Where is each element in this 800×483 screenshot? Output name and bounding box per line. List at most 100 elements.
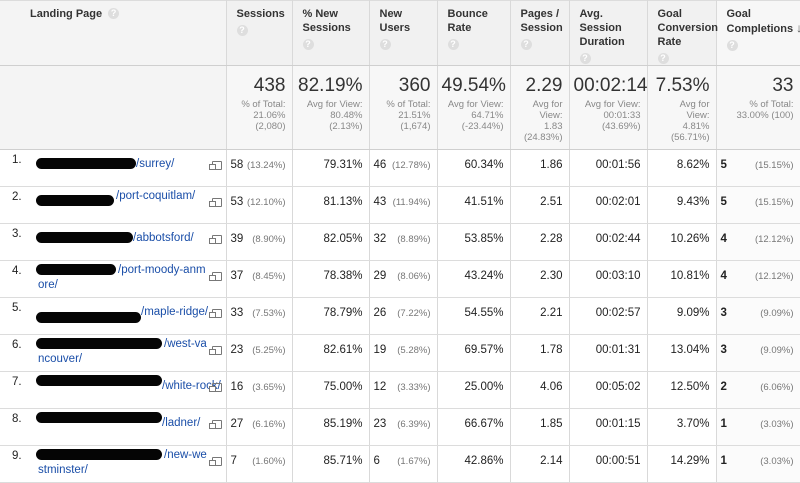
bounce-rate-cell: 54.55%	[437, 297, 511, 335]
goal-conversion-rate-cell: 9.09%	[647, 297, 717, 335]
new-sessions-cell: 79.31%	[292, 149, 370, 187]
goal-completions-cell: 1 (3.03%)	[716, 408, 800, 446]
avg-session-duration-cell: 00:01:15	[569, 408, 648, 446]
bounce-rate-cell: 69.57%	[437, 334, 511, 372]
col-header-new-sessions[interactable]: % New Sessions?	[292, 0, 370, 66]
landing-page-link[interactable]: /west-vancouver/	[38, 338, 207, 365]
landing-page-cell: 3. /abbotsford/	[0, 223, 227, 261]
landing-page-cell: 5. /maple-ridge/	[0, 297, 227, 335]
totals-landing-cell	[0, 65, 227, 150]
help-icon[interactable]: ?	[236, 25, 248, 36]
row-number: 6.	[12, 339, 22, 351]
new-sessions-cell: 82.05%	[292, 223, 370, 261]
sessions-label: Sessions	[236, 8, 285, 20]
total-goal-conversion-rate: 7.53% Avg for View: 4.81% (56.71%)	[647, 65, 717, 150]
landing-page-cell: 2. /port-coquitlam/	[0, 186, 227, 224]
pages-session-cell: 4.06	[510, 371, 570, 409]
landing-page-link[interactable]: /port-moody-anmore/	[38, 264, 206, 291]
table-row: 8. /ladner/ 27 (6.16%) 85.19% 23 (6.39%)…	[0, 408, 800, 446]
open-page-icon[interactable]	[208, 198, 222, 207]
goal-completions-cell: 3 (9.09%)	[716, 334, 800, 372]
table-row: 1. /surrey/ 58 (13.24%) 79.31% 46 (12.78…	[0, 149, 800, 187]
avg-session-duration-cell: 00:02:01	[569, 186, 648, 224]
landing-page-label: Landing Page	[30, 8, 103, 20]
bounce-rate-cell: 25.00%	[437, 371, 511, 409]
col-header-avg-session-duration[interactable]: Avg. Session Duration?	[569, 0, 648, 66]
avg-session-duration-cell: 00:01:31	[569, 334, 648, 372]
pages-session-cell: 1.78	[510, 334, 570, 372]
goal-completions-cell: 5 (15.15%)	[716, 186, 800, 224]
table-row: 6. /west-vancouver/ 23 (5.25%) 82.61% 19…	[0, 334, 800, 372]
new-users-cell: 23 (6.39%)	[369, 408, 438, 446]
landing-page-link[interactable]: /maple-ridge/	[141, 306, 209, 318]
col-header-new-users[interactable]: New Users?	[369, 0, 438, 66]
landing-page-cell: 6. /west-vancouver/	[0, 334, 227, 372]
goal-completions-cell: 4 (12.12%)	[716, 223, 800, 261]
help-icon[interactable]: ?	[520, 39, 532, 50]
row-number: 3.	[12, 228, 22, 240]
goal-conversion-rate-label: Goal Conversion Rate	[657, 8, 719, 48]
open-page-icon[interactable]	[208, 235, 222, 244]
goal-conversion-rate-cell: 10.81%	[647, 260, 717, 298]
row-number: 8.	[12, 413, 22, 425]
col-header-landing-page[interactable]: Landing Page?	[0, 0, 227, 66]
col-header-sessions[interactable]: Sessions?	[226, 0, 293, 66]
col-header-goal-conversion-rate[interactable]: Goal Conversion Rate?	[647, 0, 719, 66]
goal-conversion-rate-cell: 8.62%	[647, 149, 717, 187]
landing-page-link[interactable]: /surrey/	[136, 158, 175, 170]
new-sessions-cell: 75.00%	[292, 371, 370, 409]
avg-session-duration-label: Avg. Session Duration	[579, 8, 625, 48]
help-icon[interactable]: ?	[108, 8, 120, 19]
bounce-rate-cell: 41.51%	[437, 186, 511, 224]
col-header-goal-completions[interactable]: Goal Completions ↓?	[716, 0, 800, 66]
bounce-rate-cell: 42.86%	[437, 445, 511, 483]
pages-session-cell: 1.85	[510, 408, 570, 446]
goal-conversion-rate-cell: 12.50%	[647, 371, 717, 409]
redaction-mark	[36, 232, 133, 243]
new-users-cell: 19 (5.28%)	[369, 334, 438, 372]
col-header-bounce-rate[interactable]: Bounce Rate?	[437, 0, 511, 66]
help-icon[interactable]: ?	[726, 40, 738, 51]
col-header-pages-session[interactable]: Pages / Session?	[510, 0, 570, 66]
help-icon[interactable]: ?	[579, 53, 591, 64]
new-users-label: New Users	[379, 8, 411, 34]
redaction-mark	[36, 264, 116, 275]
open-page-icon[interactable]	[208, 346, 222, 355]
table-row: 4. /port-moody-anmore/ 37 (8.45%) 78.38%…	[0, 260, 800, 298]
goal-conversion-rate-cell: 13.04%	[647, 334, 717, 372]
sessions-cell: 37 (8.45%)	[226, 260, 293, 298]
sessions-cell: 27 (6.16%)	[226, 408, 293, 446]
open-page-icon[interactable]	[208, 383, 222, 392]
goal-conversion-rate-cell: 9.43%	[647, 186, 717, 224]
total-sessions: 438% of Total: 21.06% (2,080)	[226, 65, 293, 150]
landing-page-link[interactable]: /ladner/	[162, 417, 201, 429]
open-page-icon[interactable]	[208, 161, 222, 170]
avg-session-duration-cell: 00:01:56	[569, 149, 648, 187]
landing-page-cell: 9. /new-westminster/	[0, 445, 227, 483]
landing-page-cell: 7. /white-rock/	[0, 371, 227, 409]
help-icon[interactable]: ?	[447, 39, 459, 50]
bounce-rate-cell: 43.24%	[437, 260, 511, 298]
goal-completions-cell: 5 (15.15%)	[716, 149, 800, 187]
help-icon[interactable]: ?	[657, 53, 669, 64]
new-sessions-cell: 81.13%	[292, 186, 370, 224]
row-number: 4.	[12, 265, 22, 277]
table-row: 7. /white-rock/ 16 (3.65%) 75.00% 12 (3.…	[0, 371, 800, 409]
open-page-icon[interactable]	[208, 272, 222, 281]
new-sessions-cell: 85.71%	[292, 445, 370, 483]
open-page-icon[interactable]	[208, 309, 222, 318]
sessions-cell: 33 (7.53%)	[226, 297, 293, 335]
landing-page-link[interactable]: /port-coquitlam/	[116, 190, 196, 202]
open-page-icon[interactable]	[208, 457, 222, 466]
total-bounce-rate: 49.54% Avg for View: 64.71% (-23.44%)	[437, 65, 511, 150]
landing-page-link[interactable]: /white-rock/	[162, 380, 221, 392]
new-sessions-label: % New Sessions	[302, 8, 351, 34]
help-icon[interactable]: ?	[302, 39, 314, 50]
help-icon[interactable]: ?	[379, 39, 391, 50]
open-page-icon[interactable]	[208, 420, 222, 429]
sort-descending-icon[interactable]: ↓	[796, 21, 800, 35]
new-users-cell: 12 (3.33%)	[369, 371, 438, 409]
pages-session-cell: 2.51	[510, 186, 570, 224]
landing-page-link[interactable]: /abbotsford/	[133, 232, 194, 244]
row-number: 9.	[12, 450, 22, 462]
